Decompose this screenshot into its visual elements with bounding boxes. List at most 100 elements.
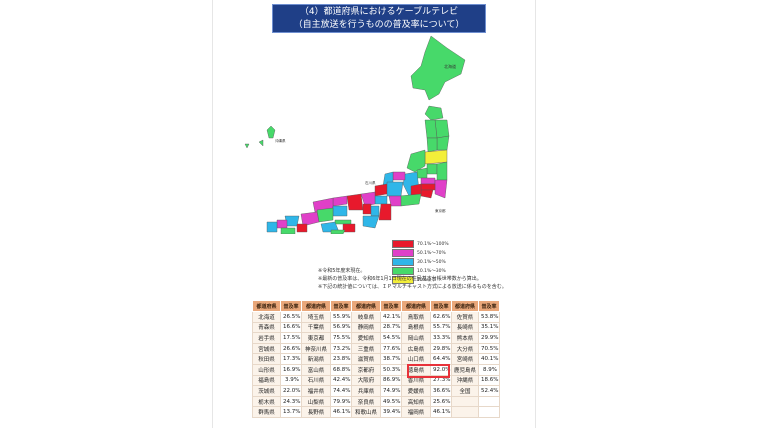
prefecture-cell: 山形県 (252, 363, 281, 376)
rate-cell: 38.7% (380, 353, 402, 365)
rate-cell: 56.9% (330, 321, 352, 334)
map-region-kyoto (360, 191, 376, 207)
map-region-gifu (386, 181, 404, 197)
prefecture-cell: 佐賀県 (451, 311, 479, 323)
prefecture-cell: 山口県 (401, 353, 431, 365)
prefecture-cell: 鳥取県 (401, 311, 431, 323)
rate-cell: 16.6% (280, 321, 302, 334)
rate-cell: 25.6% (430, 395, 452, 408)
table-body: 北海道 26.5% 埼玉県 55.9% 岐阜県 42.1% 鳥取県 62.6% 佐賀県 53.8%… (252, 311, 500, 418)
prefecture-cell: 鹿児島県 (451, 363, 479, 376)
page-title: （4）都道府県におけるケーブルテレビ （自主放送を行うものの普及率について） (272, 4, 486, 33)
prefecture-cell: 静岡県 (351, 321, 381, 334)
map-region-saitama (420, 177, 436, 185)
table-header-cell: 都道府県 (252, 300, 281, 312)
prefecture-cell (451, 406, 479, 418)
rate-cell: 17.3% (280, 353, 302, 365)
map-region-ibaraki (436, 161, 448, 181)
rate-cell: 42.1% (380, 311, 402, 323)
rate-cell: 62.6% (430, 311, 452, 323)
prefecture-cell (451, 395, 479, 408)
map-region-kumamoto (280, 227, 296, 234)
map-region-tottori (332, 195, 348, 207)
map-region-shizuoka (398, 193, 422, 207)
rate-cell: 75.5% (330, 332, 352, 344)
prefecture-cell: 全国 (451, 385, 479, 397)
table-header-cell: 普及率 (380, 300, 402, 312)
map-region-fukui (374, 183, 388, 197)
prefecture-cell: 秋田県 (252, 353, 281, 365)
map-region-iwate (434, 119, 450, 139)
rate-cell: 18.6% (478, 374, 500, 387)
prefecture-cell: 長野県 (301, 406, 331, 418)
table-header-cell: 都道府県 (301, 300, 331, 312)
map-region-akita (424, 119, 438, 139)
map-region-miyagi (436, 135, 450, 151)
notes: ※令和5年度末現在。 ※最新の普及率は、令和6年1月1日現在の住民基本台帳世帯数… (318, 267, 507, 291)
legend-item: 50.1%〜70% (392, 248, 449, 257)
prefecture-cell: 和歌山県 (351, 406, 381, 418)
prefecture-cell: 大阪府 (351, 374, 381, 387)
legend-label: 70.1%〜100% (417, 241, 449, 247)
prefecture-cell: 福岡県 (401, 406, 431, 418)
legend-swatch (392, 248, 414, 257)
prefecture-cell: 岩手県 (252, 332, 281, 344)
prefecture-cell: 群馬県 (252, 406, 281, 418)
prefecture-cell: 福井県 (301, 385, 331, 397)
map-region-kagawa (334, 219, 352, 225)
rate-cell: 39.4% (380, 406, 402, 418)
map-region-oita (296, 223, 308, 233)
map-region-tochigi (426, 163, 438, 175)
rate-cell: 42.4% (330, 374, 352, 387)
map-region-shiga (374, 195, 388, 205)
rate-cell: 40.1% (478, 353, 500, 365)
map-region-hiroshima (316, 207, 334, 223)
rate-cell: 49.5% (380, 395, 402, 408)
table-row: 宮城県 26.6% 神奈川県 73.2% 三重県 77.6% 広島県 29.8% 大分県 70.5… (252, 342, 500, 355)
rate-cell: 68.8% (330, 363, 352, 376)
prefecture-cell: 千葉県 (301, 321, 331, 334)
prefecture-cell: 山梨県 (301, 395, 331, 408)
note-line: ※最新の普及率は、令和6年1月1日現在の住民基本台帳世帯数から算出。 (318, 276, 482, 282)
rate-cell: 53.8% (478, 311, 500, 323)
legend-swatch (392, 275, 414, 284)
rate-cell: 52.4% (478, 385, 500, 397)
map-region-nara (370, 205, 380, 217)
rate-cell: 74.4% (330, 385, 352, 397)
map-region-hokkaido (410, 35, 466, 101)
rate-cell: 3.9% (280, 374, 302, 387)
rate-cell: 26.6% (280, 342, 302, 355)
prefecture-cell: 宮城県 (252, 342, 281, 355)
map-region-wakayama (362, 215, 380, 229)
rate-cell: 26.5% (280, 311, 302, 323)
highlight-box (407, 364, 450, 378)
map-region-yamaguchi (300, 211, 320, 227)
table-row: 秋田県 17.3% 新潟県 23.8% 滋賀県 38.7% 山口県 64.4% 宮崎県 40.1% (252, 353, 500, 365)
prefecture-cell: 栃木県 (252, 395, 281, 408)
note-line: ※令和5年度末現在。 (318, 268, 366, 274)
rate-cell: 46.1% (430, 406, 452, 418)
table-row: 茨城県 22.0% 福井県 74.4% 兵庫県 74.9% 愛媛県 36.6% 全国 52.4% (252, 385, 500, 397)
legend-label: 10.1%〜30% (417, 268, 446, 274)
table-row: 栃木県 24.3% 山梨県 79.9% 奈良県 49.5% 高知県 25.6% (252, 395, 500, 408)
table-header-cell: 普及率 (280, 300, 302, 312)
prefecture-cell: 岡山県 (401, 332, 431, 344)
legend-item: 30.1%〜50% (392, 257, 449, 266)
rate-cell: 74.9% (380, 385, 402, 397)
table-row: 福島県 3.9% 石川県 42.4% 大阪府 86.9% 香川県 27.3% 沖縄県 18.6% (252, 374, 500, 387)
prefecture-cell: 愛媛県 (401, 385, 431, 397)
rate-cell: 8.9% (478, 363, 500, 376)
rate-cell: 33.3% (430, 332, 452, 344)
map-region-chiba (434, 179, 448, 199)
legend-swatch (392, 257, 414, 266)
rate-cell: 86.9% (380, 374, 402, 387)
prefecture-cell: 茨城県 (252, 385, 281, 397)
rate-cell: 77.6% (380, 342, 402, 355)
table-row: 山形県 16.9% 富山県 68.8% 京都府 50.3% 徳島県 92.0% 鹿児島県 8.9% (252, 363, 500, 376)
table-row: 北海道 26.5% 埼玉県 55.9% 岐阜県 42.1% 鳥取県 62.6% 佐賀県 53.8% (252, 311, 500, 323)
map-region-osaka (362, 203, 372, 215)
table-row: 青森県 16.6% 千葉県 56.9% 静岡県 28.7% 島根県 55.7% 長崎県 35.1% (252, 321, 500, 334)
prefecture-cell: 長崎県 (451, 321, 479, 334)
prefecture-cell: 兵庫県 (351, 385, 381, 397)
prefecture-cell: 岐阜県 (351, 311, 381, 323)
